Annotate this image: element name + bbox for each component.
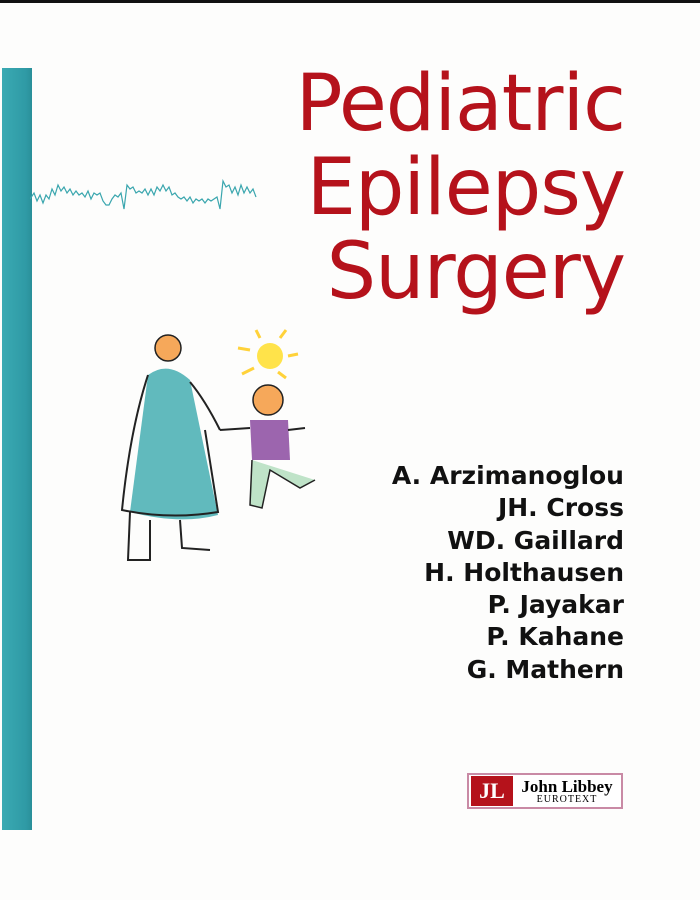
top-border xyxy=(0,0,700,3)
author: JH. Cross xyxy=(497,493,624,523)
author-list: A. Arzimanoglou JH. Cross WD. Gaillard H… xyxy=(392,460,624,686)
title-line: Surgery xyxy=(326,227,626,317)
eeg-trace-illustration xyxy=(30,178,257,210)
title-line: Pediatric xyxy=(295,59,626,149)
teal-spine-band xyxy=(2,68,32,830)
author: G. Mathern xyxy=(466,654,624,684)
publisher-mark: JL xyxy=(471,776,513,806)
author: P. Jayakar xyxy=(487,590,624,620)
author: P. Kahane xyxy=(486,622,624,652)
book-title: Pediatric Epilepsy Surgery xyxy=(295,59,626,317)
author: H. Holthausen xyxy=(424,557,624,587)
publisher-subname: EUROTEXT xyxy=(536,793,598,805)
title-line: Epilepsy xyxy=(306,143,626,233)
publisher-name: John Libbey xyxy=(521,776,613,796)
author: WD. Gaillard xyxy=(447,525,624,555)
publisher-logo: JL John Libbey EUROTEXT xyxy=(467,773,623,809)
doctor-and-child-drawing xyxy=(120,329,316,561)
author: A. Arzimanoglou xyxy=(391,461,624,490)
